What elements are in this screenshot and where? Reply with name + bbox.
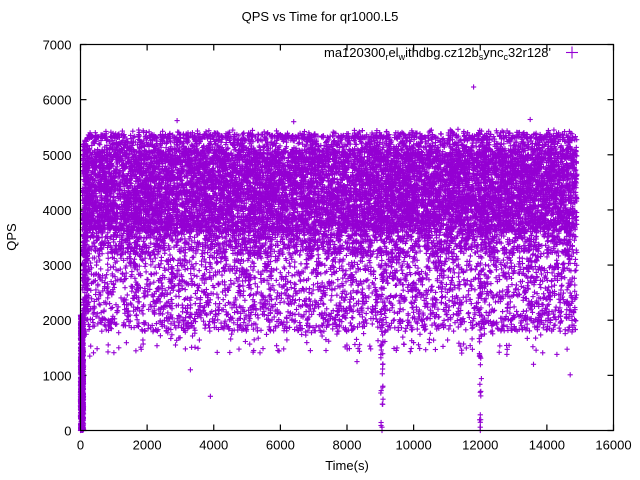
- x-axis-label: Time(s): [325, 458, 369, 473]
- svg-text:QPS: QPS: [4, 223, 19, 251]
- plot-frame: [79, 43, 615, 432]
- legend: ma120300relwithdbg.cz12bsyncc32r128': [324, 45, 578, 62]
- svg-text:10000: 10000: [396, 438, 432, 453]
- page-title: QPS vs Time for qr1000.L5: [242, 9, 399, 24]
- svg-text:0: 0: [77, 438, 84, 453]
- legend-marker-plus: [566, 46, 578, 59]
- svg-text:16000: 16000: [595, 438, 631, 453]
- svg-text:14000: 14000: [529, 438, 565, 453]
- legend-entry-label: ma120300relwithdbg.cz12bsyncc32r128': [324, 45, 551, 62]
- svg-text:2000: 2000: [133, 438, 162, 453]
- svg-text:6000: 6000: [43, 93, 72, 108]
- svg-text:7000: 7000: [43, 38, 72, 53]
- svg-text:0: 0: [64, 424, 71, 439]
- scatter-points: [77, 84, 580, 434]
- svg-text:8000: 8000: [333, 438, 362, 453]
- svg-text:2000: 2000: [43, 313, 72, 328]
- svg-text:5000: 5000: [43, 148, 72, 163]
- svg-text:1000: 1000: [43, 368, 72, 383]
- x-axis-ticks: 0 2000 4000 6000 8000 10000 12000 14000 16000: [77, 44, 632, 453]
- svg-text:3000: 3000: [43, 258, 72, 273]
- svg-text:12000: 12000: [462, 438, 498, 453]
- svg-text:4000: 4000: [43, 203, 72, 218]
- y-axis-label: QPS: [4, 223, 19, 251]
- svg-text:6000: 6000: [266, 438, 295, 453]
- y-axis-ticks: 0 1000 2000 3000 4000 5000 6000 7000: [43, 38, 614, 439]
- svg-text:4000: 4000: [199, 438, 228, 453]
